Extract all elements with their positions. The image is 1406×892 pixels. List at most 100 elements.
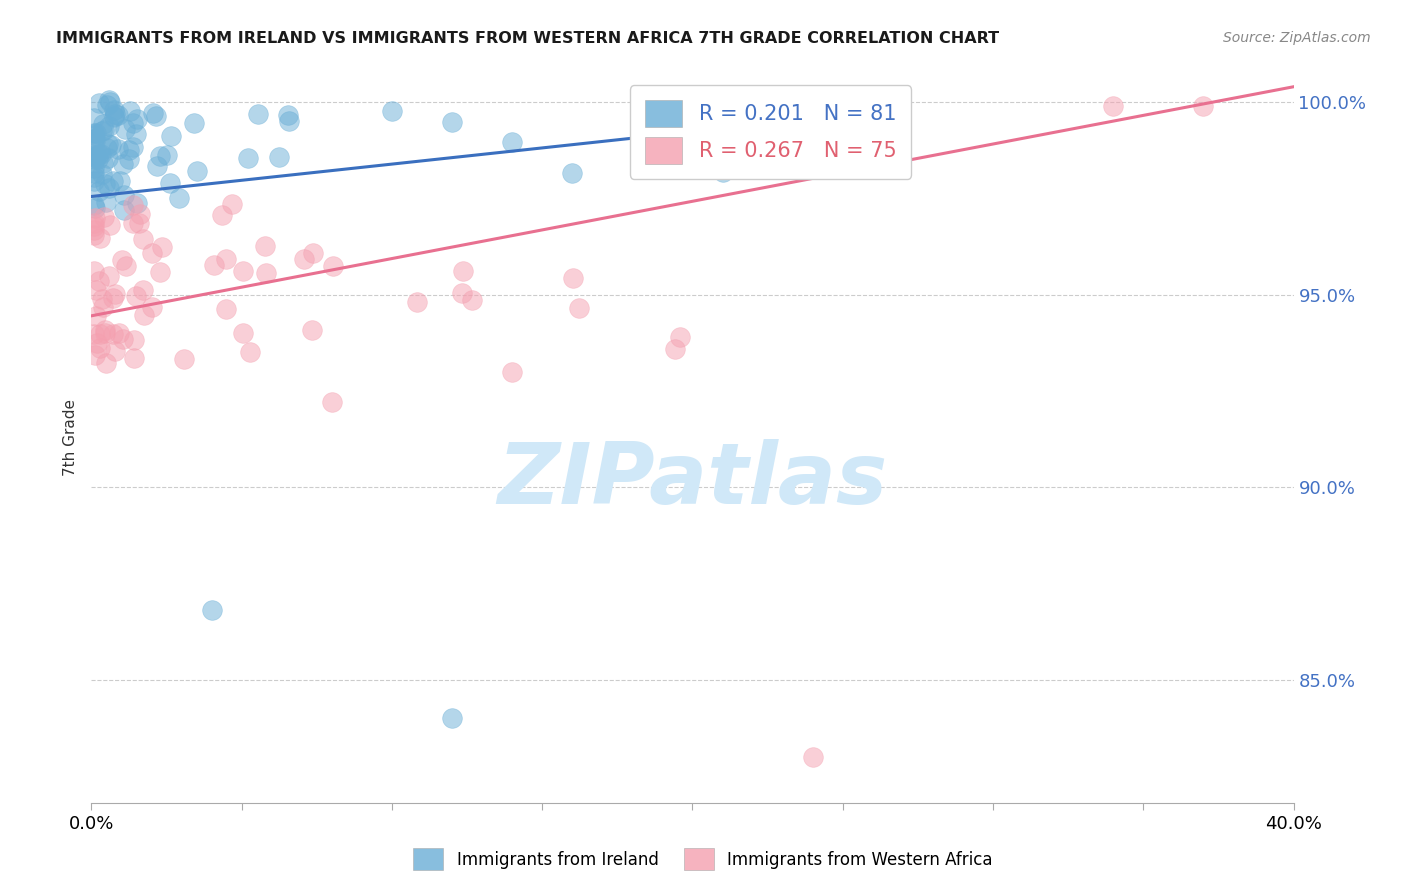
Legend: Immigrants from Ireland, Immigrants from Western Africa: Immigrants from Ireland, Immigrants from… — [406, 842, 1000, 877]
Point — [118, 143, 141, 157]
Point — [155, 148, 177, 162]
Point — [83, 126, 105, 140]
Point — [183, 116, 205, 130]
Point — [254, 266, 277, 280]
Point — [90, 146, 112, 161]
Point — [98, 93, 121, 107]
Point — [301, 323, 323, 337]
Point — [93, 117, 115, 131]
Point — [103, 286, 125, 301]
Point — [664, 342, 686, 356]
Point — [302, 246, 325, 260]
Point — [150, 239, 173, 253]
Point — [146, 159, 169, 173]
Point — [83, 148, 105, 162]
Point — [381, 103, 404, 118]
Point — [561, 166, 583, 180]
Point — [83, 264, 105, 278]
Point — [98, 95, 121, 110]
Point — [83, 128, 105, 142]
Point — [451, 264, 474, 278]
Point — [121, 198, 143, 212]
Point — [97, 269, 120, 284]
Point — [247, 107, 270, 121]
Point — [405, 294, 427, 309]
Point — [104, 106, 127, 120]
Point — [100, 219, 122, 233]
Point — [186, 164, 208, 178]
Point — [104, 343, 127, 358]
Point — [84, 211, 107, 225]
Point — [86, 335, 108, 350]
Point — [101, 174, 124, 188]
Point — [97, 151, 120, 165]
Point — [277, 114, 299, 128]
Point — [1192, 99, 1215, 113]
Point — [451, 286, 474, 301]
Point — [103, 291, 125, 305]
Point — [160, 128, 183, 143]
Point — [83, 169, 105, 184]
Point — [801, 749, 824, 764]
Point — [93, 123, 115, 137]
Point — [93, 210, 115, 224]
Point — [669, 330, 692, 344]
Point — [167, 191, 190, 205]
Point — [211, 208, 233, 222]
Point — [148, 149, 170, 163]
Point — [215, 252, 238, 267]
Point — [269, 150, 291, 164]
Point — [214, 301, 236, 316]
Point — [83, 112, 105, 126]
Point — [321, 395, 343, 409]
Point — [103, 110, 125, 124]
Point — [114, 121, 136, 136]
Point — [100, 137, 122, 152]
Point — [125, 289, 148, 303]
Point — [129, 207, 152, 221]
Point — [84, 149, 107, 163]
Point — [84, 126, 107, 140]
Point — [149, 265, 172, 279]
Point — [501, 365, 523, 379]
Point — [87, 146, 110, 161]
Point — [111, 332, 134, 346]
Point — [141, 300, 163, 314]
Y-axis label: 7th Grade: 7th Grade — [63, 399, 79, 475]
Point — [97, 181, 120, 195]
Text: ZIPatlas: ZIPatlas — [498, 440, 887, 523]
Legend: R = 0.201   N = 81, R = 0.267   N = 75: R = 0.201 N = 81, R = 0.267 N = 75 — [630, 86, 911, 178]
Point — [101, 327, 124, 342]
Text: IMMIGRANTS FROM IRELAND VS IMMIGRANTS FROM WESTERN AFRICA 7TH GRADE CORRELATION : IMMIGRANTS FROM IRELAND VS IMMIGRANTS FR… — [56, 31, 1000, 46]
Point — [89, 231, 111, 245]
Point — [122, 116, 145, 130]
Point — [127, 196, 149, 211]
Point — [83, 219, 105, 233]
Point — [83, 132, 105, 146]
Point — [83, 222, 105, 236]
Point — [568, 301, 591, 316]
Point — [132, 309, 155, 323]
Point — [651, 150, 673, 164]
Point — [124, 127, 146, 141]
Point — [122, 216, 145, 230]
Point — [461, 293, 484, 308]
Point — [108, 326, 131, 340]
Point — [96, 97, 118, 112]
Point — [127, 112, 149, 127]
Point — [141, 245, 163, 260]
Point — [159, 176, 181, 190]
Point — [236, 151, 259, 165]
Point — [122, 351, 145, 366]
Point — [91, 124, 114, 138]
Point — [83, 198, 105, 212]
Point — [440, 711, 463, 725]
Point — [91, 156, 114, 170]
Point — [322, 260, 344, 274]
Point — [83, 174, 105, 188]
Point — [90, 292, 112, 306]
Point — [83, 161, 105, 176]
Point — [115, 259, 138, 273]
Point — [87, 152, 110, 166]
Point — [89, 275, 111, 289]
